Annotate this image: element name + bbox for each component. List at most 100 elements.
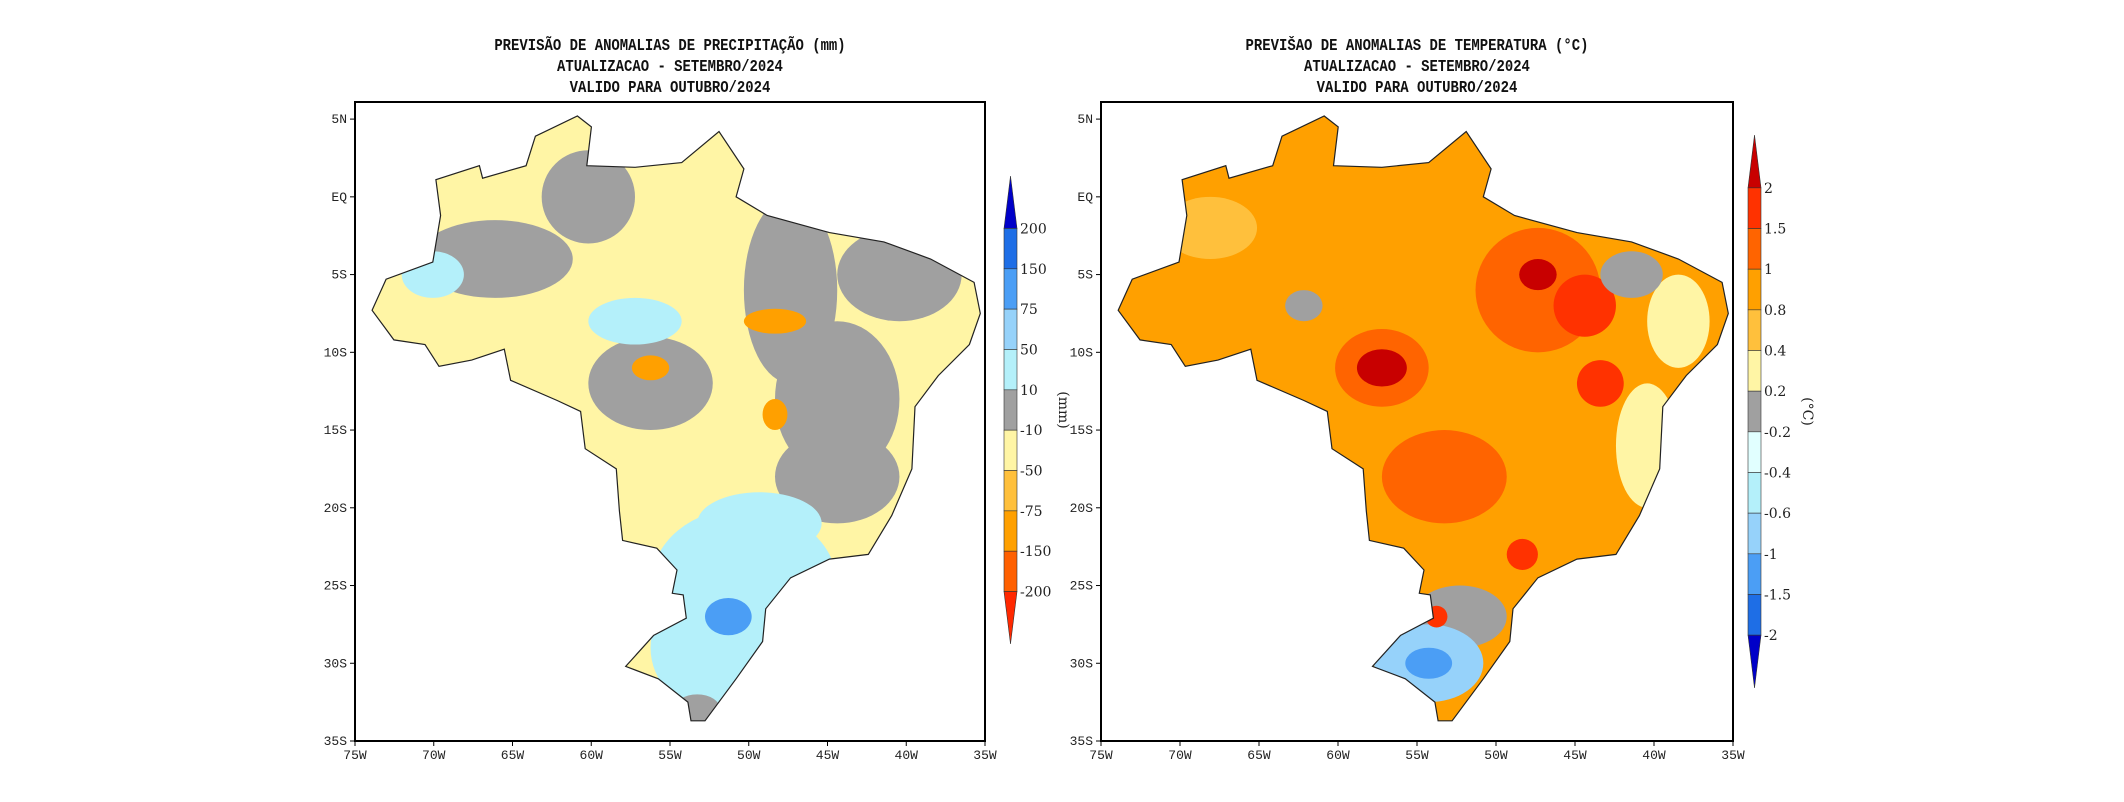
- brazil-border: [1117, 115, 1729, 722]
- colorbar-segment: [1003, 228, 1018, 270]
- anomaly-region: [1519, 259, 1557, 291]
- anomaly-region: [1425, 605, 1448, 628]
- lon-tick-label: 40W: [1642, 748, 1666, 763]
- colorbar-segment: [1747, 390, 1762, 433]
- anomaly-region: [705, 597, 752, 636]
- colorbar-segment: [1747, 553, 1762, 595]
- lon-tick-label: 40W: [895, 748, 919, 763]
- lat-tick-label: 5S: [1077, 268, 1093, 283]
- colorbar-segment: [1003, 550, 1018, 592]
- lon-tick-label: 70W: [1168, 748, 1192, 763]
- colorbar-segment: [1003, 308, 1018, 350]
- anomaly-region: [697, 492, 822, 555]
- colorbar-segment: [1747, 350, 1762, 392]
- colorbar-segment: [1747, 228, 1762, 270]
- lat-tick-label: 25S: [324, 579, 348, 594]
- colorbar-unit-label: (mm): [1055, 391, 1071, 428]
- colorbar-label: -50: [1020, 464, 1043, 480]
- colorbar-label: 0.2: [1764, 384, 1786, 400]
- precip-title-line-1: PREVISÃO DE ANOMALIAS DE PRECIPITAÇÃO (m…: [494, 37, 846, 56]
- lon-tick-label: 50W: [737, 748, 761, 763]
- lon-tick-label: 65W: [501, 748, 525, 763]
- lat-tick-label: 15S: [1070, 423, 1094, 438]
- lon-tick-label: 55W: [1405, 748, 1429, 763]
- lon-tick-label: 55W: [658, 748, 682, 763]
- colorbar-segment: [1747, 268, 1762, 311]
- colorbar-segment: [1003, 429, 1018, 471]
- lon-tick-label: 65W: [1247, 748, 1271, 763]
- colorbar-segment: [1003, 510, 1018, 552]
- anomaly-region: [1553, 274, 1616, 337]
- anomaly-region: [1576, 360, 1624, 407]
- colorbar-segment: [1747, 431, 1762, 473]
- colorbar-segment: [1747, 187, 1762, 229]
- colorbar-label: -150: [1020, 544, 1051, 560]
- colorbar-arrow-min: [1747, 634, 1762, 689]
- colorbar-unit-label: (°C): [1799, 397, 1815, 426]
- anomaly-region: [1163, 243, 1351, 337]
- colorbar-label: 50: [1020, 342, 1038, 358]
- colorbar-arrow-max: [1747, 134, 1762, 189]
- colorbar-label: 0.8: [1764, 303, 1786, 319]
- colorbar-label: 2: [1764, 181, 1773, 197]
- lon-tick-label: 60W: [1326, 748, 1350, 763]
- lat-tick-label: 5S: [331, 268, 347, 283]
- colorbar-label: -200: [1020, 585, 1051, 601]
- anomaly-region: [1356, 349, 1407, 387]
- colorbar-segment: [1747, 309, 1762, 351]
- anomaly-region: [1647, 274, 1710, 368]
- colorbar-label: -1.5: [1764, 587, 1791, 603]
- colorbar-label: -0.4: [1764, 465, 1791, 481]
- temp-map: 75W 70W 65W 60W 55W 50W 45W 40W 35W 5N EQ 5S 10S 15S 2…: [1070, 101, 1815, 763]
- lon-tick-label: 60W: [580, 748, 604, 763]
- colorbar-label: -10: [1020, 423, 1043, 439]
- anomaly-region: [588, 336, 713, 431]
- lat-tick-label: 20S: [324, 501, 348, 516]
- precip-colorbar: 200 150 75 50 10 -10 -50 -75 -150 -200 (mm): [1003, 175, 1071, 645]
- colorbar-label: 1.5: [1764, 222, 1786, 238]
- lon-tick-label: 70W: [422, 748, 446, 763]
- anomaly-region: [1381, 430, 1507, 524]
- colorbar-label: -75: [1020, 504, 1043, 520]
- anomaly-region: [837, 227, 962, 322]
- colorbar-label: -1: [1764, 547, 1778, 563]
- temp-colorbar: 2 1.5 1 0.8 0.4 0.2 -0.2 -0.4 -0.6 -1 -1.5 -2 (°C): [1747, 134, 1815, 689]
- lon-tick-label: 45W: [816, 748, 840, 763]
- precip-title-line-2: ATUALIZACAO - SETEMBRO/2024: [557, 58, 783, 77]
- brazil-border: [371, 115, 981, 722]
- temp-title-line-1: PREVIŠAO DE ANOMALIAS DE TEMPERATURA (°C…: [1245, 37, 1589, 56]
- lat-tick-label: 30S: [1070, 656, 1094, 671]
- anomaly-region: [743, 308, 807, 334]
- anomaly-region: [1600, 251, 1663, 298]
- anomaly-region: [401, 251, 464, 298]
- precip-title: PREVISÃO DE ANOMALIAS DE PRECIPITAÇÃO (m…: [383, 36, 957, 99]
- precip-map: 75W 70W 65W 60W 55W 50W 45W 40W 35W 5N EQ 5S 10S 15S 2…: [324, 101, 1071, 763]
- lat-tick-label: 5N: [331, 112, 347, 127]
- anomaly-region: [1506, 538, 1538, 570]
- precip-title-line-3: VALIDO PARA OUTUBRO/2024: [569, 79, 771, 98]
- anomaly-region: [775, 430, 900, 524]
- lat-tick-label: 5N: [1077, 112, 1093, 127]
- anomaly-region: [1405, 647, 1453, 679]
- colorbar-label: -0.2: [1764, 425, 1791, 441]
- lat-tick-label: 35S: [1070, 734, 1094, 749]
- lat-tick-label: 25S: [1070, 579, 1094, 594]
- colorbar-segment: [1747, 472, 1762, 514]
- temp-title-line-3: VALIDO PARA OUTUBRO/2024: [1316, 79, 1518, 98]
- anomaly-region: [1285, 290, 1323, 322]
- colorbar-segment: [1003, 268, 1018, 310]
- colorbar-label: -2: [1764, 628, 1778, 644]
- colorbar-arrow-min: [1003, 591, 1018, 645]
- colorbar-label: 10: [1020, 383, 1038, 399]
- lon-tick-label: 45W: [1563, 748, 1587, 763]
- anomaly-region: [541, 150, 635, 244]
- lat-tick-label: 15S: [324, 423, 348, 438]
- lon-tick-label: 50W: [1484, 748, 1508, 763]
- anomaly-region: [1615, 383, 1679, 508]
- lat-tick-label: 35S: [324, 734, 348, 749]
- temp-title: PREVIŠAO DE ANOMALIAS DE TEMPERATURA (°C…: [1130, 36, 1704, 99]
- colorbar-segment: [1747, 594, 1762, 636]
- colorbar-segment: [1003, 349, 1018, 391]
- anomaly-region: [762, 398, 788, 431]
